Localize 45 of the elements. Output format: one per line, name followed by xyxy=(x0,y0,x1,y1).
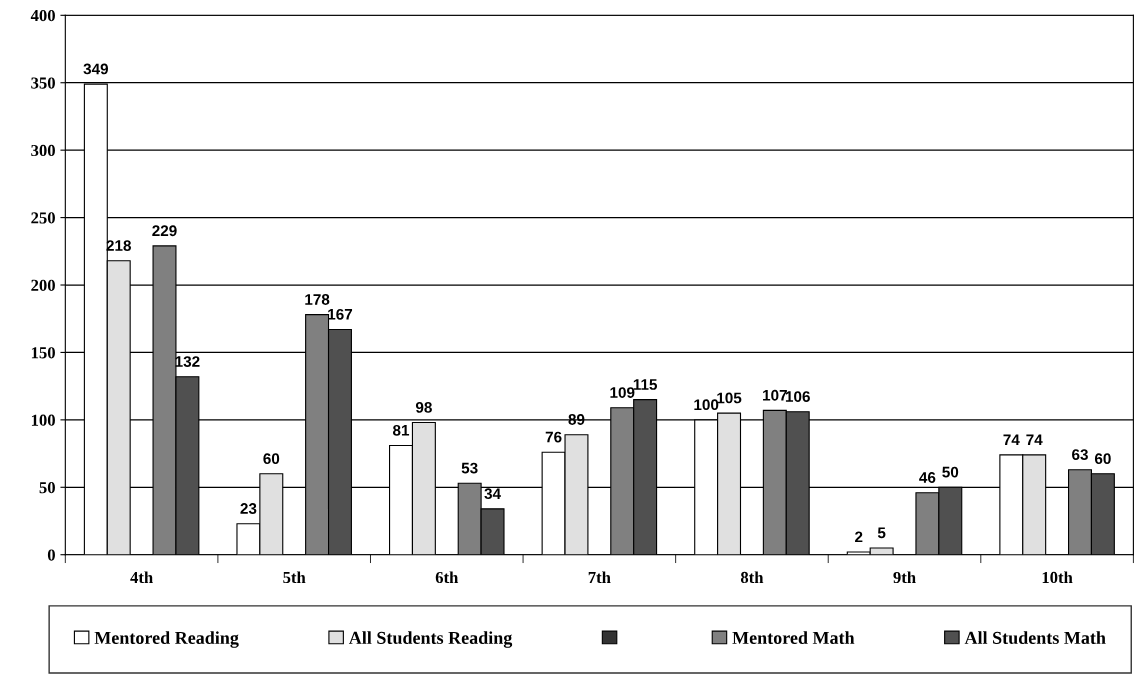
data-label: 53 xyxy=(461,462,478,474)
data-label: 229 xyxy=(152,225,177,237)
x-tick-label: 8th xyxy=(740,571,764,584)
data-label: 5 xyxy=(877,527,886,539)
x-tick-label: 4th xyxy=(130,571,153,584)
y-tick-label: 250 xyxy=(31,212,55,224)
x-tick-label: 7th xyxy=(588,571,611,584)
data-label: 76 xyxy=(545,431,562,443)
data-label: 349 xyxy=(83,63,109,75)
data-label: 60 xyxy=(1094,453,1111,465)
y-tick-label: 400 xyxy=(30,10,55,22)
data-label: 23 xyxy=(240,503,257,514)
data-label: 109 xyxy=(610,387,635,398)
data-label: 2 xyxy=(855,531,863,543)
y-tick-label: 150 xyxy=(31,347,55,359)
data-label: 106 xyxy=(785,391,810,403)
y-tick-label: 200 xyxy=(31,279,55,291)
legend-label: Mentored Math xyxy=(732,631,855,644)
data-label: 60 xyxy=(263,453,280,465)
y-tick-label: 0 xyxy=(47,549,55,561)
data-label: 74 xyxy=(1003,434,1020,446)
data-label: 105 xyxy=(717,392,742,404)
data-label: 115 xyxy=(633,379,658,390)
data-label: 107 xyxy=(763,389,787,401)
data-label: 98 xyxy=(415,401,432,413)
y-tick-label: 350 xyxy=(31,77,55,89)
data-label: 74 xyxy=(1026,434,1043,446)
x-tick-label: 10th xyxy=(1042,571,1073,584)
y-tick-label: 300 xyxy=(31,144,55,157)
data-label: 167 xyxy=(328,308,353,320)
data-label: 34 xyxy=(484,488,501,500)
data-label: 178 xyxy=(305,294,330,305)
legend-label: All Students Math xyxy=(964,631,1106,645)
x-tick-label: 9th xyxy=(893,571,916,584)
data-label: 46 xyxy=(919,472,936,483)
data-label: 50 xyxy=(942,466,959,478)
x-tick-label: 5th xyxy=(283,571,306,584)
data-label: 81 xyxy=(392,424,410,436)
y-tick-label: 50 xyxy=(39,481,55,494)
legend-label: Mentored Reading xyxy=(94,631,239,648)
data-label: 63 xyxy=(1072,449,1088,461)
data-label: 100 xyxy=(694,399,719,411)
x-tick-label: 6th xyxy=(435,571,459,584)
y-tick-label: 100 xyxy=(31,414,55,426)
legend-label: All Students Reading xyxy=(348,631,513,648)
